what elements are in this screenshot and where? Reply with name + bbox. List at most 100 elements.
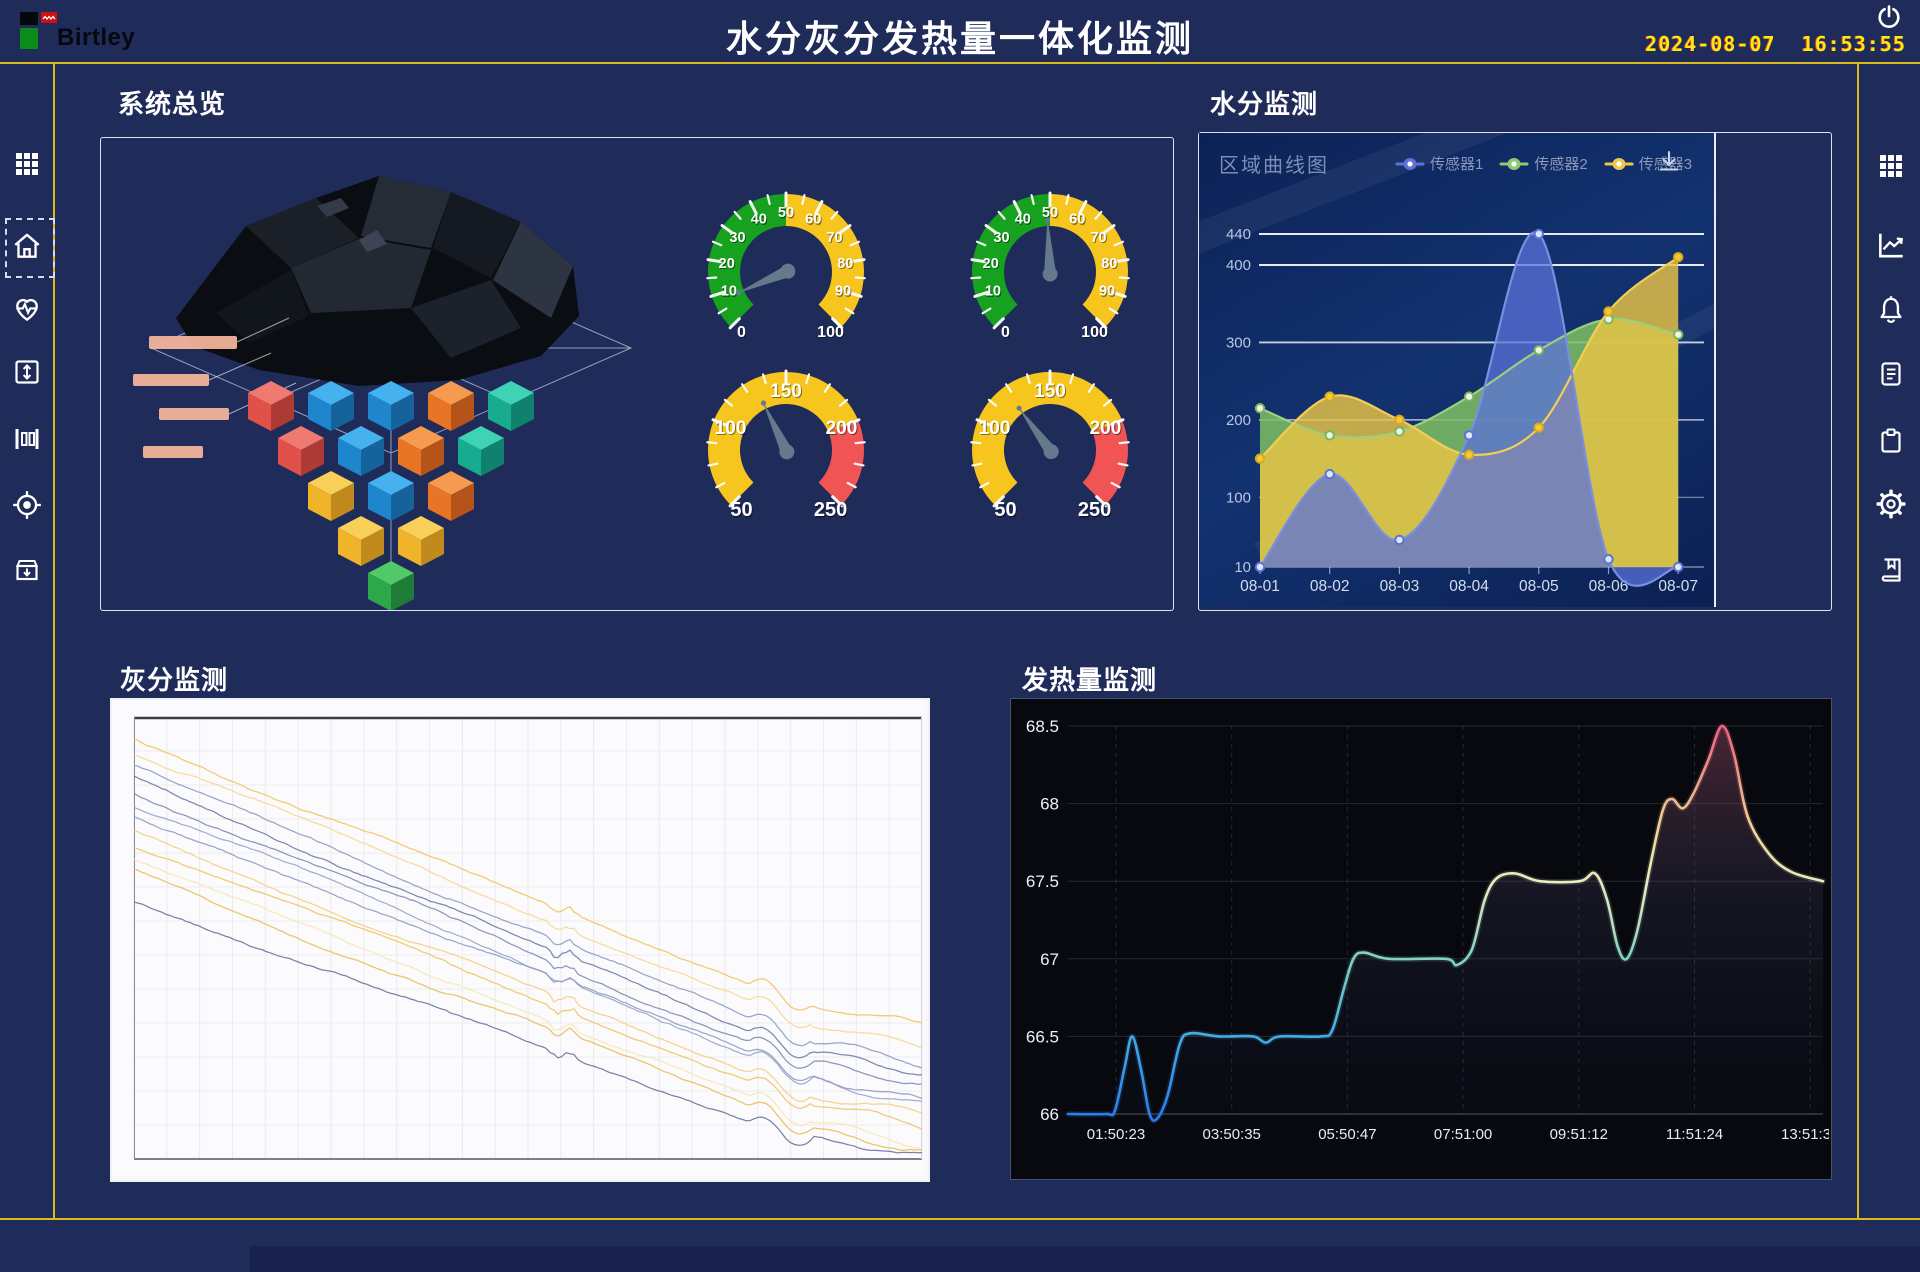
svg-text:300: 300 xyxy=(1226,334,1251,351)
svg-text:01:50:23: 01:50:23 xyxy=(1087,1126,1145,1143)
svg-text:90: 90 xyxy=(835,284,851,300)
svg-text:08-03: 08-03 xyxy=(1380,578,1420,595)
logo: Birtley xyxy=(16,8,135,52)
header-divider xyxy=(0,62,1920,64)
svg-text:03:50:35: 03:50:35 xyxy=(1203,1126,1261,1143)
svg-text:80: 80 xyxy=(1102,257,1118,273)
svg-text:100: 100 xyxy=(1082,325,1109,342)
svg-text:30: 30 xyxy=(994,231,1010,247)
sidebar-item-settings[interactable] xyxy=(1864,484,1917,524)
svg-text:66: 66 xyxy=(1040,1105,1059,1124)
sidebar-item-home[interactable] xyxy=(0,226,53,266)
logo-icon xyxy=(20,12,57,49)
apps-grid-icon xyxy=(15,153,38,175)
svg-text:66.5: 66.5 xyxy=(1026,1027,1059,1046)
svg-text:100: 100 xyxy=(716,419,748,440)
svg-text:20: 20 xyxy=(719,256,735,272)
svg-text:0: 0 xyxy=(738,325,747,342)
heat-line-chart: 66 66.5 67 67.5 68 68.5 01:50:23 03:50:35 05:50:… xyxy=(1026,717,1829,1143)
target-icon xyxy=(12,491,41,519)
legend-item-sensor1[interactable]: 传感器1 xyxy=(1395,153,1483,174)
svg-text:50: 50 xyxy=(994,499,1016,521)
svg-text:100: 100 xyxy=(979,418,1011,439)
svg-text:08-04: 08-04 xyxy=(1449,578,1489,595)
download-button[interactable] xyxy=(1654,147,1684,177)
sidebar-left xyxy=(0,64,55,1218)
left-sidebar-divider xyxy=(53,64,55,1218)
settings-gear-icon xyxy=(1875,489,1906,519)
svg-text:10: 10 xyxy=(986,285,1002,301)
svg-text:10: 10 xyxy=(721,284,737,300)
ash-panel-title: 灰分监测 xyxy=(120,665,229,695)
sidebar-item-reports[interactable] xyxy=(1864,354,1917,394)
columns-icon xyxy=(15,429,38,449)
logo-text: Birtley xyxy=(57,24,136,51)
sidebar-item-logbook[interactable] xyxy=(1864,550,1917,590)
svg-text:100: 100 xyxy=(817,324,844,341)
svg-text:08-05: 08-05 xyxy=(1519,578,1559,595)
legend-label-sensor2: 传感器2 xyxy=(1534,156,1588,173)
svg-text:07:51:00: 07:51:00 xyxy=(1434,1126,1492,1143)
legend-item-sensor2[interactable]: 传感器2 xyxy=(1499,153,1588,174)
sidebar-item-range[interactable] xyxy=(0,352,53,392)
legend-label-sensor1: 传感器1 xyxy=(1430,156,1484,173)
archive-download-icon xyxy=(15,560,38,581)
sidebar-item-columns[interactable] xyxy=(0,419,53,459)
moisture-chart-title: 区域曲线图 xyxy=(1219,155,1329,177)
legend-marker-sensor3 xyxy=(1604,157,1634,170)
sidebar-item-archive[interactable] xyxy=(0,549,53,589)
svg-text:10: 10 xyxy=(985,284,1001,300)
sidebar-item-tasks[interactable] xyxy=(1864,421,1917,461)
svg-text:100: 100 xyxy=(715,418,747,439)
svg-text:05:50:47: 05:50:47 xyxy=(1318,1126,1376,1143)
legend-label-sensor3: 传感器3 xyxy=(1638,156,1693,173)
moisture-panel-title: 水分监测 xyxy=(1210,89,1319,119)
svg-text:200: 200 xyxy=(1091,419,1123,440)
svg-text:68: 68 xyxy=(1040,795,1059,814)
coal-3d-visualization xyxy=(133,176,633,610)
alarm-bell-icon xyxy=(1879,296,1902,323)
svg-text:90: 90 xyxy=(1100,285,1116,301)
sidebar-item-alarms[interactable] xyxy=(1864,289,1917,329)
svg-text:70: 70 xyxy=(826,230,842,246)
sidebar-item-health[interactable] xyxy=(0,289,53,329)
svg-text:40: 40 xyxy=(1015,212,1031,228)
svg-text:08-06: 08-06 xyxy=(1589,578,1629,595)
sidebar-item-trend[interactable] xyxy=(1864,225,1917,265)
svg-text:60: 60 xyxy=(1069,212,1085,228)
heart-pulse-icon xyxy=(15,298,38,321)
logbook-icon xyxy=(1881,558,1901,582)
svg-text:80: 80 xyxy=(837,256,853,272)
svg-text:50: 50 xyxy=(995,500,1017,522)
svg-text:67: 67 xyxy=(1040,950,1059,969)
legend-item-sensor3[interactable]: 传感器3 xyxy=(1604,153,1692,174)
sidebar-item-target[interactable] xyxy=(0,485,53,525)
sidebar-item-apps-right[interactable] xyxy=(1864,146,1917,186)
svg-text:20: 20 xyxy=(984,257,1000,273)
moisture-panel: 440 400 300 200 100 10 08-01 08-02 08-03 08-04 08-… xyxy=(1198,132,1832,611)
sidebar-item-apps[interactable] xyxy=(0,144,53,184)
overview-panel: 0 0 10 10 20 20 30 30 40 40 50 50 60 60 70 70 80 80 90 90 10… xyxy=(100,137,1174,611)
svg-text:08-01: 08-01 xyxy=(1240,578,1280,595)
svg-text:20: 20 xyxy=(983,256,999,272)
svg-text:250: 250 xyxy=(1078,499,1111,521)
moisture-chart-image: 440 400 300 200 100 10 08-01 08-02 08-03 08-04 08-… xyxy=(1199,133,1716,607)
svg-text:0: 0 xyxy=(1002,325,1011,342)
svg-text:50: 50 xyxy=(730,499,752,521)
svg-text:60: 60 xyxy=(805,212,821,228)
svg-text:08-07: 08-07 xyxy=(1658,578,1698,595)
home-icon xyxy=(13,233,40,258)
expand-vertical-icon xyxy=(14,360,39,384)
svg-text:150: 150 xyxy=(1034,381,1066,402)
svg-text:250: 250 xyxy=(1079,500,1112,522)
svg-text:70: 70 xyxy=(1091,231,1107,247)
document-icon xyxy=(1880,362,1901,386)
svg-text:80: 80 xyxy=(1101,256,1117,272)
svg-text:100: 100 xyxy=(1226,489,1251,506)
active-item-indicator xyxy=(5,218,55,278)
svg-text:50: 50 xyxy=(1042,205,1058,221)
power-button[interactable] xyxy=(1876,4,1902,30)
